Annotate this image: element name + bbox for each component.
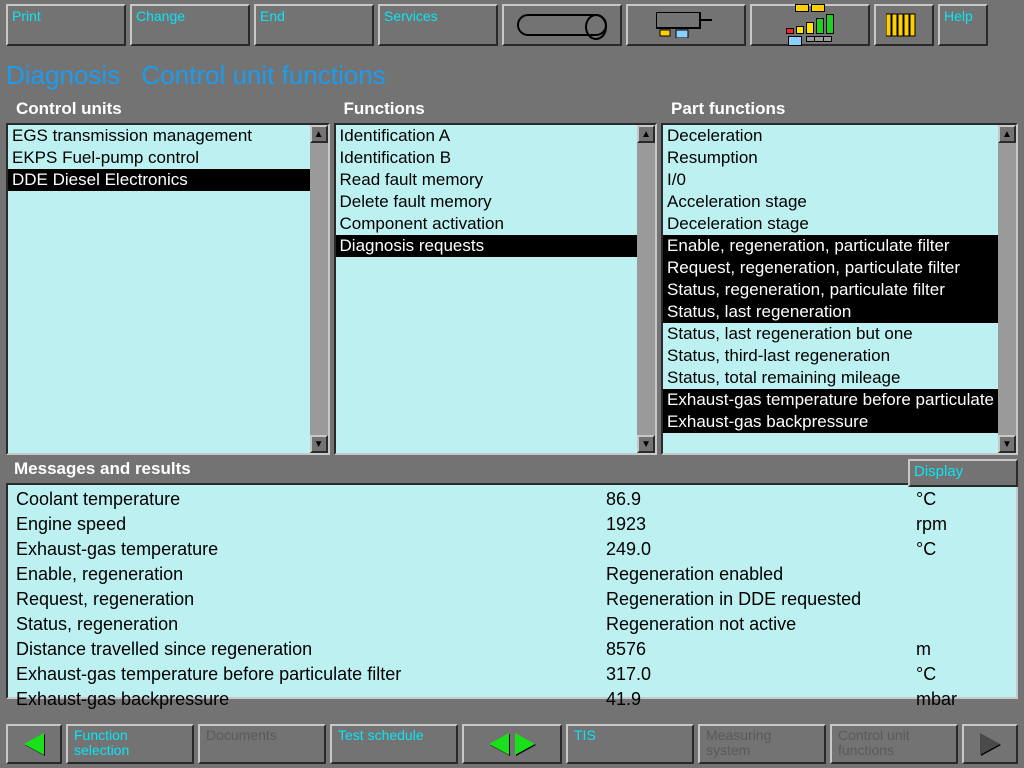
documents-button[interactable]: Documents: [198, 724, 326, 764]
module-overview-icon[interactable]: [626, 4, 746, 46]
messages-box: Coolant temperature86.9°CEngine speed192…: [6, 483, 1018, 699]
list-item[interactable]: Resumption: [663, 147, 998, 169]
scrollbar[interactable]: ▲▼: [310, 125, 328, 453]
control-unit-functions-button[interactable]: Control unit functions: [830, 724, 958, 764]
page-title: Diagnosis Control unit functions: [0, 50, 1024, 97]
heater-icon[interactable]: [874, 4, 934, 46]
message-row: Exhaust-gas backpressure41.9mbar: [12, 687, 1012, 712]
functions-list[interactable]: Identification AIdentification BRead fau…: [336, 125, 638, 453]
part-functions-list[interactable]: DecelerationResumptionI/0Acceleration st…: [663, 125, 998, 453]
top-toolbar: Print Change End Services Help: [0, 0, 1024, 50]
list-item[interactable]: Deceleration stage: [663, 213, 998, 235]
scrollbar[interactable]: ▲▼: [998, 125, 1016, 453]
message-row: Status, regenerationRegeneration not act…: [12, 612, 1012, 637]
print-button[interactable]: Print: [6, 4, 126, 46]
message-row: Coolant temperature86.9°C: [12, 487, 1012, 512]
change-button[interactable]: Change: [130, 4, 250, 46]
list-item[interactable]: Deceleration: [663, 125, 998, 147]
list-item[interactable]: Acceleration stage: [663, 191, 998, 213]
messages-table: Coolant temperature86.9°CEngine speed192…: [12, 487, 1012, 712]
list-item[interactable]: Exhaust-gas temperature before particula…: [663, 389, 998, 411]
part-functions-label: Part functions: [661, 97, 1018, 123]
test-schedule-button[interactable]: Test schedule: [330, 724, 458, 764]
cylinder-icon[interactable]: [502, 4, 622, 46]
list-item[interactable]: I/0: [663, 169, 998, 191]
help-button[interactable]: Help: [938, 4, 988, 46]
message-row: Request, regenerationRegeneration in DDE…: [12, 587, 1012, 612]
list-item[interactable]: Identification A: [336, 125, 638, 147]
list-item[interactable]: Identification B: [336, 147, 638, 169]
nav-mid-arrows[interactable]: [462, 724, 562, 764]
list-item[interactable]: EGS transmission management: [8, 125, 310, 147]
message-row: Engine speed1923rpm: [12, 512, 1012, 537]
page-title-main: Diagnosis: [6, 60, 120, 90]
message-row: Enable, regenerationRegeneration enabled: [12, 562, 1012, 587]
list-item[interactable]: Diagnosis requests: [336, 235, 638, 257]
part-functions-panel: Part functions DecelerationResumptionI/0…: [661, 97, 1018, 455]
functions-label: Functions: [334, 97, 658, 123]
message-row: Exhaust-gas temperature249.0°C: [12, 537, 1012, 562]
panels-row: Control units EGS transmission managemen…: [0, 97, 1024, 455]
list-item[interactable]: Status, regeneration, particulate filter: [663, 279, 998, 301]
list-item[interactable]: Delete fault memory: [336, 191, 638, 213]
functions-panel: Functions Identification AIdentification…: [334, 97, 658, 455]
status-bars-icon[interactable]: [750, 4, 870, 46]
display-button[interactable]: Display: [908, 459, 1018, 487]
list-item[interactable]: Component activation: [336, 213, 638, 235]
message-row: Exhaust-gas temperature before particula…: [12, 662, 1012, 687]
scrollbar[interactable]: ▲▼: [637, 125, 655, 453]
tis-button[interactable]: TIS: [566, 724, 694, 764]
bottom-nav: Function selection Documents Test schedu…: [0, 722, 1024, 768]
list-item[interactable]: Status, total remaining mileage: [663, 367, 998, 389]
measuring-system-button[interactable]: Measuring system: [698, 724, 826, 764]
list-item[interactable]: DDE Diesel Electronics: [8, 169, 310, 191]
list-item[interactable]: Status, last regeneration: [663, 301, 998, 323]
list-item[interactable]: EKPS Fuel-pump control: [8, 147, 310, 169]
message-row: Distance travelled since regeneration857…: [12, 637, 1012, 662]
page-title-sub: Control unit functions: [141, 60, 385, 90]
services-button[interactable]: Services: [378, 4, 498, 46]
nav-next-button[interactable]: [962, 724, 1018, 764]
list-item[interactable]: Request, regeneration, particulate filte…: [663, 257, 998, 279]
messages-label: Messages and results: [0, 459, 1024, 483]
end-button[interactable]: End: [254, 4, 374, 46]
control-units-panel: Control units EGS transmission managemen…: [6, 97, 330, 455]
function-selection-button[interactable]: Function selection: [66, 724, 194, 764]
list-item[interactable]: Read fault memory: [336, 169, 638, 191]
control-units-list[interactable]: EGS transmission managementEKPS Fuel-pum…: [8, 125, 310, 453]
list-item[interactable]: Status, last regeneration but one: [663, 323, 998, 345]
nav-prev-button[interactable]: [6, 724, 62, 764]
list-item[interactable]: Status, third-last regeneration: [663, 345, 998, 367]
list-item[interactable]: Enable, regeneration, particulate filter: [663, 235, 998, 257]
control-units-label: Control units: [6, 97, 330, 123]
list-item[interactable]: Exhaust-gas backpressure: [663, 411, 998, 433]
